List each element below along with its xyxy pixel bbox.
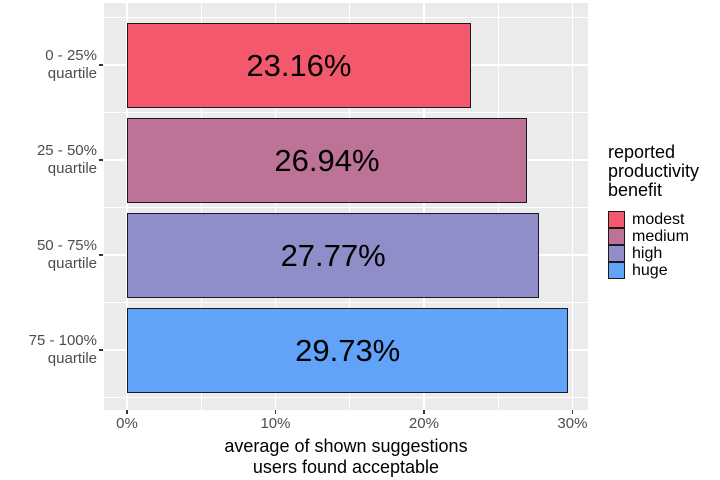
legend-item-high: high (608, 245, 718, 262)
bar-value-label: 26.94% (274, 142, 380, 178)
grid-minor-x (349, 3, 351, 410)
legend-title-line1: reported (608, 142, 676, 162)
y-axis-label-line: quartile (47, 65, 97, 82)
y-axis-label-line: 75 - 100% (28, 332, 97, 349)
y-axis-label-line: quartile (47, 255, 97, 272)
x-axis-tick (571, 410, 574, 414)
legend-item-medium: medium (608, 228, 718, 245)
legend-swatch-icon (608, 211, 625, 228)
y-axis-tick (99, 254, 103, 256)
legend-item-huge: huge (608, 262, 718, 279)
grid-minor-y (104, 112, 588, 113)
bar-value-label: 23.16% (246, 47, 352, 83)
legend-item-label: modest (632, 211, 685, 228)
y-axis-label-line: 50 - 75% (36, 237, 97, 254)
legend-title-line2: productivity (608, 161, 700, 181)
y-axis-label: 25 - 50% quartile (0, 142, 97, 178)
x-tick-label: 10% (260, 415, 291, 432)
legend: reported productivity benefit modest medi… (608, 143, 718, 279)
y-axis-tick (99, 349, 103, 351)
y-axis-label-line: 25 - 50% (36, 142, 97, 159)
x-axis-tick (423, 410, 425, 414)
x-axis-title-line2: users found acceptable (252, 457, 440, 477)
legend-swatch-icon (608, 262, 625, 279)
y-axis-label-line: 0 - 25% (45, 47, 97, 64)
plot-panel: 23.16% 26.94% 27.77% 29.73% (104, 3, 588, 410)
grid-minor-y (104, 397, 588, 398)
legend-title-line3: benefit (608, 180, 663, 200)
grid-major-x (571, 3, 574, 410)
bar-2: 26.94% (127, 117, 527, 203)
x-axis-title-line1: average of shown suggestions (224, 436, 468, 456)
y-axis-label-line: quartile (47, 350, 97, 367)
y-axis-label-line: quartile (47, 160, 97, 177)
grid-major-x (423, 3, 425, 410)
legend-item-modest: modest (608, 211, 718, 228)
x-axis-tick (274, 410, 277, 414)
y-axis-label: 75 - 100% quartile (0, 332, 97, 368)
x-tick-label: 30% (557, 415, 588, 432)
legend-item-label: huge (632, 262, 668, 279)
y-axis-label: 0 - 25% quartile (0, 47, 97, 83)
x-axis-title: average of shown suggestions users found… (104, 436, 588, 478)
legend-item-label: high (632, 245, 663, 262)
x-axis-tick (126, 410, 128, 414)
bar-3: 27.77% (127, 212, 540, 298)
legend-swatch-icon (608, 245, 625, 262)
legend-item-label: medium (632, 228, 689, 245)
bar-4: 29.73% (127, 307, 569, 393)
grid-minor-x (200, 3, 202, 410)
grid-major-x (126, 3, 128, 410)
legend-items: modest medium high huge (608, 211, 718, 279)
grid-minor-x (497, 3, 499, 410)
grid-major-x (274, 3, 277, 410)
legend-swatch-icon (608, 228, 625, 245)
x-tick-label: 0% (116, 415, 138, 432)
y-axis-tick (99, 64, 103, 66)
bar-value-label: 29.73% (295, 332, 401, 368)
y-axis-tick (99, 159, 103, 161)
bar-value-label: 27.77% (280, 237, 386, 273)
y-axis-label: 50 - 75% quartile (0, 237, 97, 273)
legend-title: reported productivity benefit (608, 143, 718, 200)
bar-1: 23.16% (127, 22, 471, 108)
grid-minor-y (104, 17, 588, 18)
grid-minor-y (104, 207, 588, 208)
grid-minor-y (104, 302, 588, 303)
x-tick-label: 20% (408, 415, 439, 432)
